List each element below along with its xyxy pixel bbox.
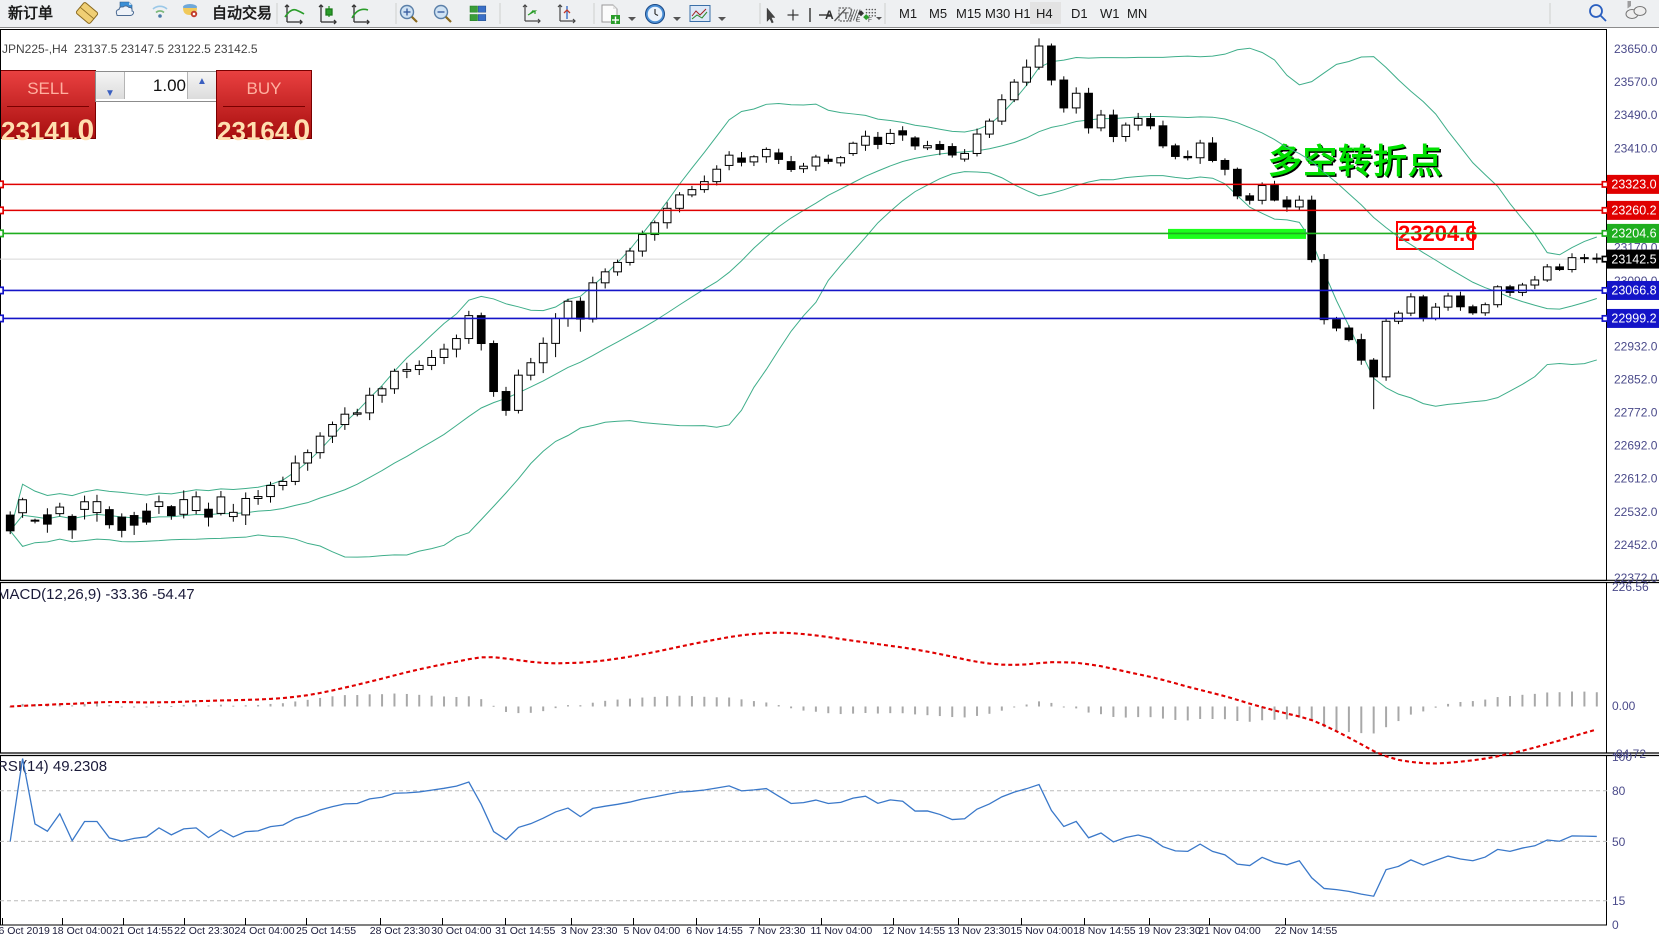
svg-text:H1: H1 xyxy=(1014,6,1031,21)
svg-text:自动交易: 自动交易 xyxy=(212,4,272,22)
svg-text:M30: M30 xyxy=(985,6,1010,21)
svg-text:T: T xyxy=(843,11,849,22)
svg-text:M15: M15 xyxy=(956,6,981,21)
svg-text:新订单: 新订单 xyxy=(8,4,53,22)
svg-text:H4: H4 xyxy=(1036,6,1053,21)
svg-text:A: A xyxy=(825,8,834,22)
svg-text:F: F xyxy=(868,17,872,24)
svg-text:D1: D1 xyxy=(1071,6,1088,21)
svg-text:E: E xyxy=(856,17,861,24)
svg-text:MN: MN xyxy=(1127,6,1147,21)
svg-text:M1: M1 xyxy=(899,6,917,21)
svg-text:M5: M5 xyxy=(929,6,947,21)
svg-text:W1: W1 xyxy=(1100,6,1120,21)
